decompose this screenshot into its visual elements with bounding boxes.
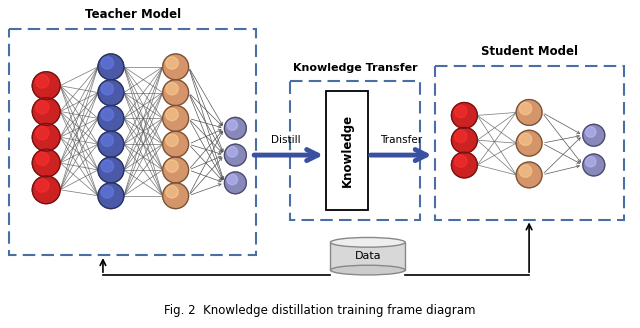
Circle shape: [516, 130, 542, 156]
Circle shape: [225, 117, 246, 139]
Text: Teacher Model: Teacher Model: [84, 8, 181, 21]
Text: Data: Data: [355, 251, 381, 261]
Circle shape: [101, 160, 113, 172]
Circle shape: [454, 105, 467, 118]
Circle shape: [163, 106, 189, 131]
Circle shape: [454, 155, 467, 167]
Bar: [330, 242, 405, 270]
Circle shape: [101, 57, 113, 69]
Circle shape: [227, 147, 237, 157]
Circle shape: [519, 133, 532, 146]
Circle shape: [519, 102, 532, 115]
Ellipse shape: [330, 265, 405, 275]
Circle shape: [166, 186, 178, 198]
Circle shape: [32, 123, 60, 151]
Circle shape: [101, 186, 113, 198]
Circle shape: [166, 83, 178, 95]
Circle shape: [32, 72, 60, 100]
Circle shape: [166, 160, 178, 172]
Circle shape: [583, 124, 605, 146]
Ellipse shape: [330, 237, 405, 247]
Circle shape: [163, 131, 189, 157]
Circle shape: [586, 127, 596, 137]
FancyBboxPatch shape: [290, 81, 420, 219]
Circle shape: [101, 134, 113, 147]
Circle shape: [163, 80, 189, 106]
Circle shape: [98, 106, 124, 131]
Circle shape: [451, 127, 477, 153]
Circle shape: [98, 131, 124, 157]
Circle shape: [166, 57, 178, 69]
Text: Student Model: Student Model: [481, 45, 577, 58]
Circle shape: [32, 149, 60, 177]
FancyBboxPatch shape: [435, 66, 623, 219]
Circle shape: [163, 183, 189, 209]
Circle shape: [227, 174, 237, 185]
Circle shape: [98, 183, 124, 209]
Circle shape: [166, 134, 178, 147]
Circle shape: [583, 154, 605, 176]
Text: Distill: Distill: [271, 135, 301, 145]
Circle shape: [451, 152, 477, 178]
Circle shape: [225, 144, 246, 166]
Circle shape: [32, 176, 60, 204]
Circle shape: [98, 54, 124, 80]
Circle shape: [516, 100, 542, 125]
Circle shape: [516, 162, 542, 188]
Bar: [326, 91, 368, 210]
Circle shape: [163, 54, 189, 80]
Text: Transfer: Transfer: [380, 135, 422, 145]
Circle shape: [98, 157, 124, 183]
Circle shape: [519, 165, 532, 177]
Circle shape: [166, 108, 178, 121]
Circle shape: [586, 156, 596, 167]
Circle shape: [36, 75, 49, 88]
Circle shape: [101, 108, 113, 121]
Circle shape: [36, 101, 49, 114]
Circle shape: [36, 152, 49, 166]
Text: Knowledge: Knowledge: [340, 113, 353, 187]
Circle shape: [36, 179, 49, 192]
Circle shape: [36, 126, 49, 140]
Circle shape: [451, 103, 477, 128]
Text: Fig. 2  Knowledge distillation training frame diagram: Fig. 2 Knowledge distillation training f…: [164, 304, 476, 317]
Circle shape: [225, 172, 246, 194]
Circle shape: [32, 97, 60, 125]
Text: Knowledge Transfer: Knowledge Transfer: [292, 63, 417, 73]
Circle shape: [163, 157, 189, 183]
Circle shape: [101, 83, 113, 95]
Circle shape: [454, 130, 467, 143]
FancyBboxPatch shape: [10, 29, 256, 255]
Circle shape: [227, 120, 237, 130]
Circle shape: [98, 80, 124, 106]
